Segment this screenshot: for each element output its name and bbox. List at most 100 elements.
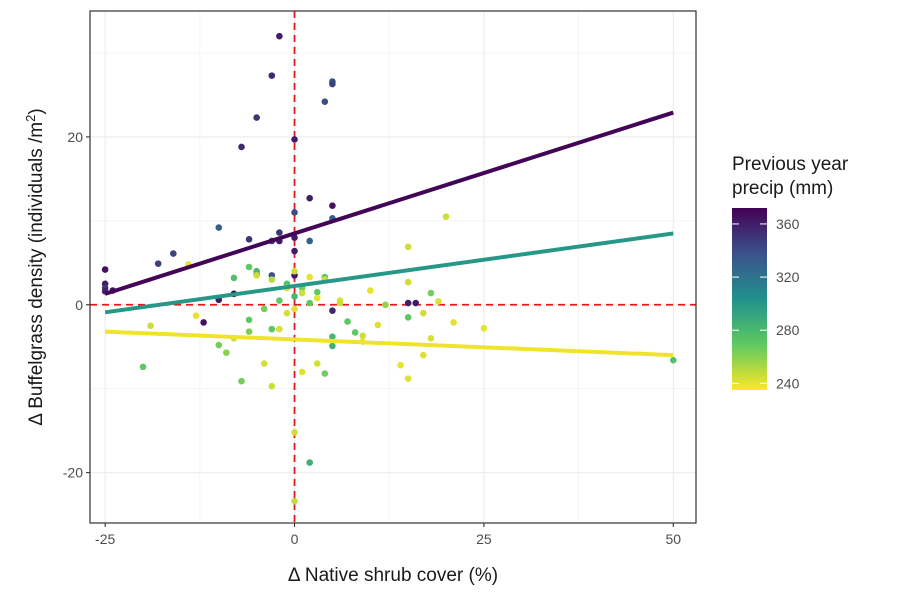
y-axis-title-main: Δ Buffelgrass density (individuals /m (26, 122, 47, 426)
data-point (268, 276, 276, 283)
data-point (245, 263, 253, 271)
data-point (283, 309, 291, 317)
data-point (480, 324, 488, 332)
data-point (669, 356, 677, 364)
data-point (344, 318, 351, 325)
x-axis-title: Δ Native shrub cover (%) (288, 565, 498, 586)
data-point (101, 266, 109, 273)
legend-title-line1: Previous year (732, 154, 849, 175)
legend-tick-label: 360 (776, 216, 800, 232)
data-point (298, 368, 306, 376)
y-axis-title-superscript: 2 (23, 115, 38, 122)
fit-line (105, 329, 674, 358)
data-point (306, 237, 313, 245)
fit-lines (104, 110, 674, 358)
data-point (420, 351, 427, 359)
data-point (374, 321, 382, 329)
y-axis: -20 0 20 (63, 129, 90, 481)
data-point (450, 319, 457, 326)
data-point (404, 375, 412, 382)
data-point (291, 247, 298, 255)
data-point (404, 278, 412, 286)
data-point (412, 299, 420, 307)
reference-lines (90, 11, 696, 523)
data-point (313, 288, 321, 296)
data-point (147, 322, 154, 330)
data-point (397, 361, 404, 369)
data-point (291, 209, 298, 216)
data-point (223, 349, 230, 356)
x-tick-label: 50 (665, 531, 681, 547)
data-point (230, 274, 238, 282)
data-point (313, 294, 321, 302)
x-tick-label: 0 (291, 531, 299, 547)
data-point (420, 309, 427, 317)
data-point (313, 360, 321, 367)
data-point (427, 335, 435, 342)
data-point (276, 32, 283, 40)
x-tick-label: 25 (476, 531, 492, 547)
y-tick-label: 0 (75, 297, 83, 313)
data-point (442, 213, 450, 220)
data-point (382, 301, 389, 309)
data-point (329, 202, 336, 210)
y-tick-label: 20 (67, 129, 83, 145)
data-point (253, 272, 260, 279)
y-axis-title: Δ Buffelgrass density (individuals /m2) (23, 108, 47, 425)
data-point (359, 332, 367, 340)
data-point (200, 319, 207, 326)
plot-panel-border (89, 10, 697, 524)
data-point (268, 72, 276, 79)
legend-tick-label: 280 (776, 322, 800, 338)
data-point (215, 341, 223, 349)
data-point (291, 267, 298, 275)
data-point (192, 312, 200, 319)
data-point (276, 325, 283, 333)
data-point (291, 293, 298, 300)
data-point (321, 370, 329, 377)
data-point (291, 429, 298, 436)
data-point (306, 273, 313, 281)
data-point (245, 316, 253, 324)
data-point (329, 333, 336, 340)
fit-line (104, 231, 674, 315)
data-point (329, 342, 336, 350)
data-point (238, 143, 245, 151)
data-point (404, 314, 412, 321)
fit-line (104, 110, 674, 296)
data-point (260, 360, 268, 367)
data-point (268, 382, 276, 390)
legend-tick-label: 240 (776, 375, 800, 391)
data-point (253, 114, 260, 121)
data-point (238, 377, 245, 385)
x-tick-label: -25 (95, 531, 115, 547)
data-point (291, 305, 298, 313)
data-point (435, 298, 442, 305)
data-point (404, 243, 412, 251)
data-point (291, 136, 298, 143)
data-point (427, 289, 435, 297)
data-point (306, 194, 313, 202)
y-axis-title-close: ) (26, 108, 47, 114)
data-point (306, 459, 313, 466)
legend-title-line2: precip (mm) (732, 178, 833, 199)
data-point (321, 98, 329, 105)
data-point (139, 363, 147, 371)
data-point (276, 229, 283, 236)
data-point (268, 325, 276, 333)
plot-panel-background (90, 11, 696, 523)
data-point (366, 287, 374, 294)
data-point (336, 299, 344, 307)
data-point (215, 224, 223, 231)
data-point (329, 80, 336, 88)
data-point (245, 236, 253, 243)
data-point (245, 328, 253, 335)
legend-colorbar (732, 208, 767, 390)
data-point (351, 329, 359, 336)
data-point (260, 305, 268, 313)
data-point (154, 260, 162, 267)
data-point (306, 299, 313, 307)
data-point (170, 250, 177, 257)
x-axis: -25 0 25 50 (95, 523, 681, 547)
